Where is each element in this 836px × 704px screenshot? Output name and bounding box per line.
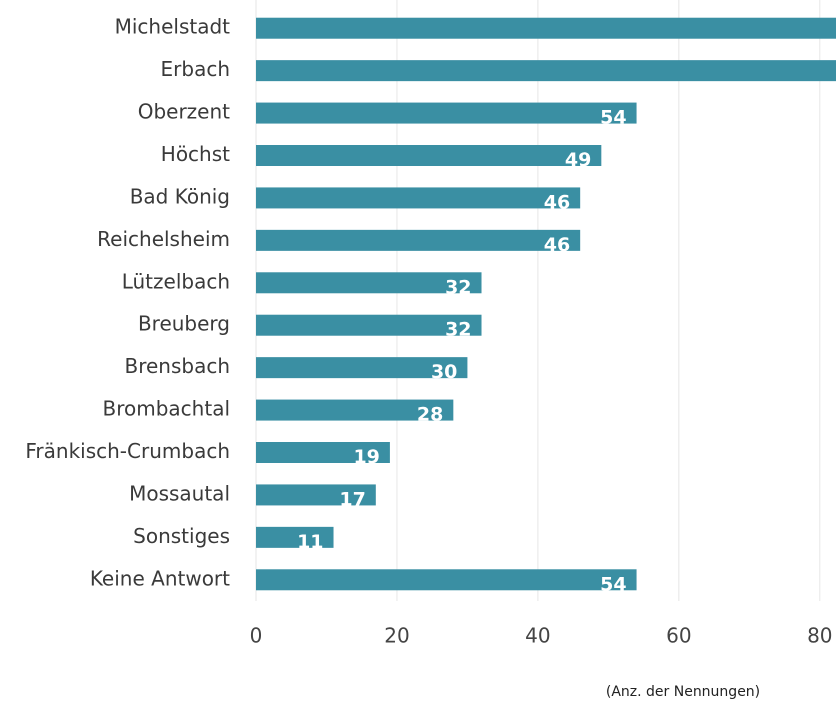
value-label: 11 [297, 531, 323, 553]
bar [256, 357, 468, 379]
y-tick-label: Sonstiges [133, 524, 230, 548]
bar [256, 145, 602, 166]
y-tick-label: Breuberg [138, 312, 230, 336]
bar [256, 314, 482, 336]
y-tick-label: Lützelbach [122, 269, 230, 293]
y-tick-label: Keine Antwort [90, 566, 230, 590]
x-tick-label: 80 [807, 624, 832, 648]
bar [256, 17, 836, 39]
x-tick-label: 40 [525, 624, 550, 648]
y-tick-label: Höchst [161, 142, 230, 166]
y-tick-label: Mossautal [129, 481, 230, 505]
value-label: 30 [431, 361, 457, 383]
bar [256, 484, 376, 506]
value-label: 28 [417, 404, 443, 426]
y-tick-label: Reichelsheim [97, 227, 230, 251]
x-tick-label: 0 [250, 624, 263, 648]
value-label: 32 [445, 276, 471, 298]
value-label: 19 [353, 446, 379, 468]
bar [256, 569, 637, 591]
y-tick-label: Brombachtal [103, 397, 231, 421]
bar [256, 399, 454, 421]
bar [256, 442, 390, 463]
bar [256, 526, 334, 548]
value-label: 49 [565, 149, 591, 171]
x-tick-label: 60 [666, 624, 691, 648]
y-tick-label: Bad König [130, 184, 230, 208]
bar [256, 187, 581, 209]
y-tick-label: Erbach [161, 57, 230, 81]
y-tick-label: Michelstadt [115, 15, 231, 39]
value-label: 32 [445, 319, 471, 341]
y-tick-label: Brensbach [124, 354, 230, 378]
value-label: 54 [600, 107, 626, 129]
y-tick-label: Oberzent [138, 100, 230, 124]
value-label: 46 [544, 191, 570, 213]
y-tick-label: Fränkisch-Crumbach [25, 439, 230, 463]
bar [256, 102, 637, 124]
value-label: 54 [600, 573, 626, 595]
x-tick-label: 20 [384, 624, 409, 648]
bar [256, 60, 836, 82]
bar [256, 229, 581, 251]
value-label: 17 [339, 488, 365, 510]
axis-note: (Anz. der Nennungen) [606, 684, 760, 700]
value-label: 46 [544, 234, 570, 256]
bar [256, 272, 482, 294]
